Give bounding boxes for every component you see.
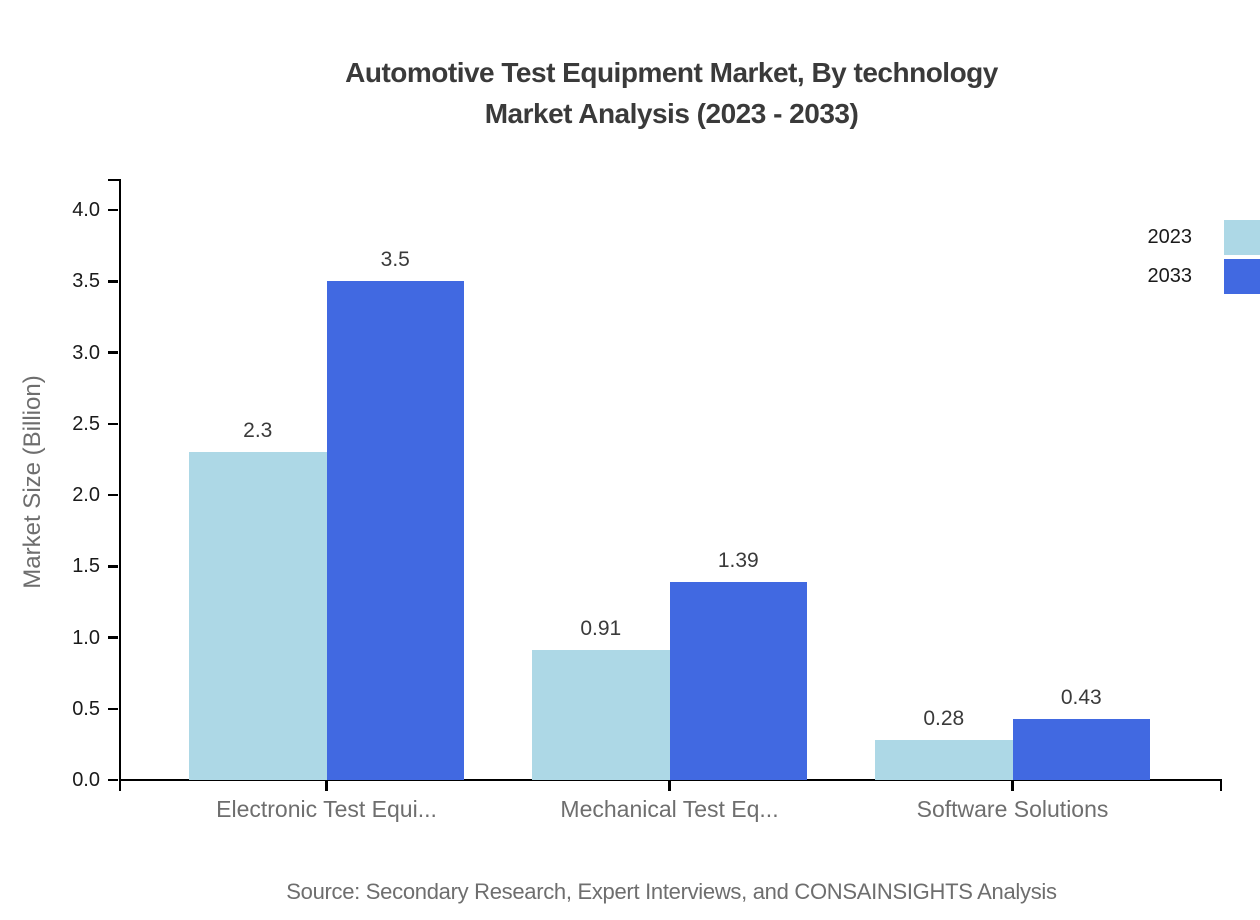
y-axis-tick (108, 636, 118, 639)
chart-title-line2: Market Analysis (2023 - 2033) (484, 98, 859, 129)
bar-2033-category-0 (326, 281, 464, 780)
y-axis-tick-label: 0.5 (72, 697, 100, 720)
legend-label-2033: 2033 (1147, 265, 1193, 287)
x-axis-line (118, 779, 1222, 791)
bar-2023-category-0 (189, 452, 327, 780)
y-axis-tick (108, 422, 118, 425)
y-axis-tick-label: 3.0 (72, 341, 100, 364)
y-axis-tick (108, 778, 118, 782)
y-axis-tick (108, 351, 118, 354)
bar-2023-category-1 (532, 650, 670, 780)
bar-value-label-2023-category-2: 0.28 (923, 707, 965, 731)
bar-value-label-2033-category-1: 1.39 (717, 548, 759, 572)
legend-swatch-2023 (1224, 220, 1260, 255)
x-axis-category-label: Mechanical Test Eq... (560, 796, 779, 822)
bar-value-label-2023-category-1: 0.91 (580, 617, 622, 641)
y-axis-tick-label: 2.5 (72, 412, 100, 435)
bar-value-label-2033-category-2: 0.43 (1060, 685, 1102, 709)
y-axis-tick (108, 707, 118, 710)
bar-2033-category-1 (669, 581, 807, 780)
x-axis-tick (325, 781, 328, 791)
y-axis-tick-label: 3.5 (72, 270, 100, 293)
y-axis-tick (108, 493, 118, 497)
bar-2023-category-2 (875, 740, 1013, 780)
legend: 2023 2033 (1148, 220, 1260, 298)
bar-value-label-2023-category-0: 2.3 (243, 419, 273, 443)
y-axis-tick (108, 208, 118, 212)
bar-value-label-2033-category-0: 3.5 (380, 248, 410, 272)
x-axis-tick (668, 781, 671, 791)
y-axis-tick (108, 565, 118, 568)
y-axis-tick-label: 2.0 (72, 484, 100, 506)
source-note: Source: Secondary Research, Expert Inter… (286, 879, 1057, 904)
legend-label-2023: 2023 (1147, 226, 1193, 248)
y-axis-tick-label: 1.5 (72, 555, 100, 578)
y-axis-tick (108, 280, 118, 283)
chart-title-line1: Automotive Test Equipment Market, By tec… (345, 57, 998, 88)
legend-item-2023: 2023 (1148, 220, 1260, 255)
legend-swatch-2033 (1224, 259, 1260, 294)
x-axis-category-label: Software Solutions (916, 796, 1109, 822)
y-axis-tick-label: 1.0 (72, 626, 100, 649)
x-axis-category-label: Electronic Test Equi... (216, 796, 437, 822)
legend-item-2033: 2033 (1148, 259, 1260, 294)
x-axis-tick (1011, 781, 1014, 791)
y-axis-line (108, 179, 121, 780)
y-axis-tick-label: 0.0 (72, 769, 100, 791)
chart-title: Automotive Test Equipment Market, By tec… (121, 52, 1222, 134)
bar-2033-category-2 (1012, 718, 1150, 780)
y-axis-tick-label: 4.0 (72, 199, 100, 221)
